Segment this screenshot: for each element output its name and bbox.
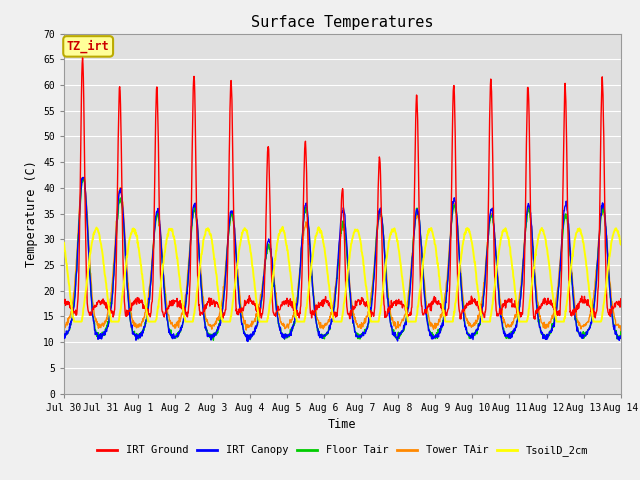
IRT Ground (552, 304, 559, 310)
IRT Ground (60, 298, 68, 303)
IRT Canopy (429, 336, 437, 341)
Floor Tair (617, 329, 625, 335)
IRT Canopy (60, 335, 68, 340)
IRT Ground (171, 298, 179, 303)
Tower TAir (60, 324, 68, 330)
TsoilD_2cm (617, 241, 625, 247)
IRT Canopy (502, 333, 510, 338)
Line: Floor Tair: Floor Tair (64, 178, 621, 341)
Legend: IRT Ground, IRT Canopy, Floor Tair, Tower TAir, TsoilD_2cm: IRT Ground, IRT Canopy, Floor Tair, Towe… (92, 441, 593, 460)
Text: TZ_irt: TZ_irt (67, 40, 109, 53)
IRT Ground (246, 298, 254, 304)
Tower TAir (171, 325, 179, 331)
Floor Tair (244, 338, 252, 344)
Tower TAir (551, 306, 559, 312)
Line: TsoilD_2cm: TsoilD_2cm (64, 227, 621, 322)
IRT Canopy (247, 331, 255, 337)
IRT Ground (617, 296, 625, 301)
Tower TAir (78, 175, 86, 180)
TsoilD_2cm (60, 240, 68, 246)
Floor Tair (429, 334, 437, 339)
Floor Tair (552, 313, 559, 319)
IRT Ground (531, 316, 539, 322)
Line: Tower TAir: Tower TAir (64, 178, 621, 332)
Floor Tair (502, 336, 510, 341)
Floor Tair (247, 334, 255, 340)
IRT Canopy (184, 276, 192, 281)
Floor Tair (184, 272, 192, 278)
X-axis label: Time: Time (328, 418, 356, 431)
Floor Tair (60, 333, 68, 339)
TsoilD_2cm (502, 228, 510, 233)
TsoilD_2cm (279, 224, 287, 229)
Floor Tair (171, 335, 179, 341)
IRT Ground (429, 300, 437, 306)
Y-axis label: Temperature (C): Temperature (C) (25, 160, 38, 267)
TsoilD_2cm (429, 234, 437, 240)
IRT Canopy (244, 338, 252, 344)
Tower TAir (502, 324, 509, 330)
TsoilD_2cm (184, 319, 192, 324)
Tower TAir (429, 324, 437, 330)
IRT Ground (502, 304, 509, 310)
Line: IRT Canopy: IRT Canopy (64, 178, 621, 341)
Tower TAir (617, 329, 625, 335)
IRT Canopy (79, 175, 86, 180)
Line: IRT Ground: IRT Ground (64, 58, 621, 319)
IRT Ground (79, 55, 86, 61)
IRT Canopy (552, 313, 559, 319)
Title: Surface Temperatures: Surface Temperatures (251, 15, 434, 30)
Tower TAir (246, 323, 254, 329)
TsoilD_2cm (171, 237, 179, 243)
Floor Tair (80, 175, 88, 181)
IRT Canopy (171, 336, 179, 341)
TsoilD_2cm (552, 312, 559, 318)
Tower TAir (184, 266, 192, 272)
TsoilD_2cm (70, 319, 78, 324)
IRT Canopy (617, 333, 625, 339)
TsoilD_2cm (246, 249, 254, 255)
IRT Ground (184, 310, 192, 316)
